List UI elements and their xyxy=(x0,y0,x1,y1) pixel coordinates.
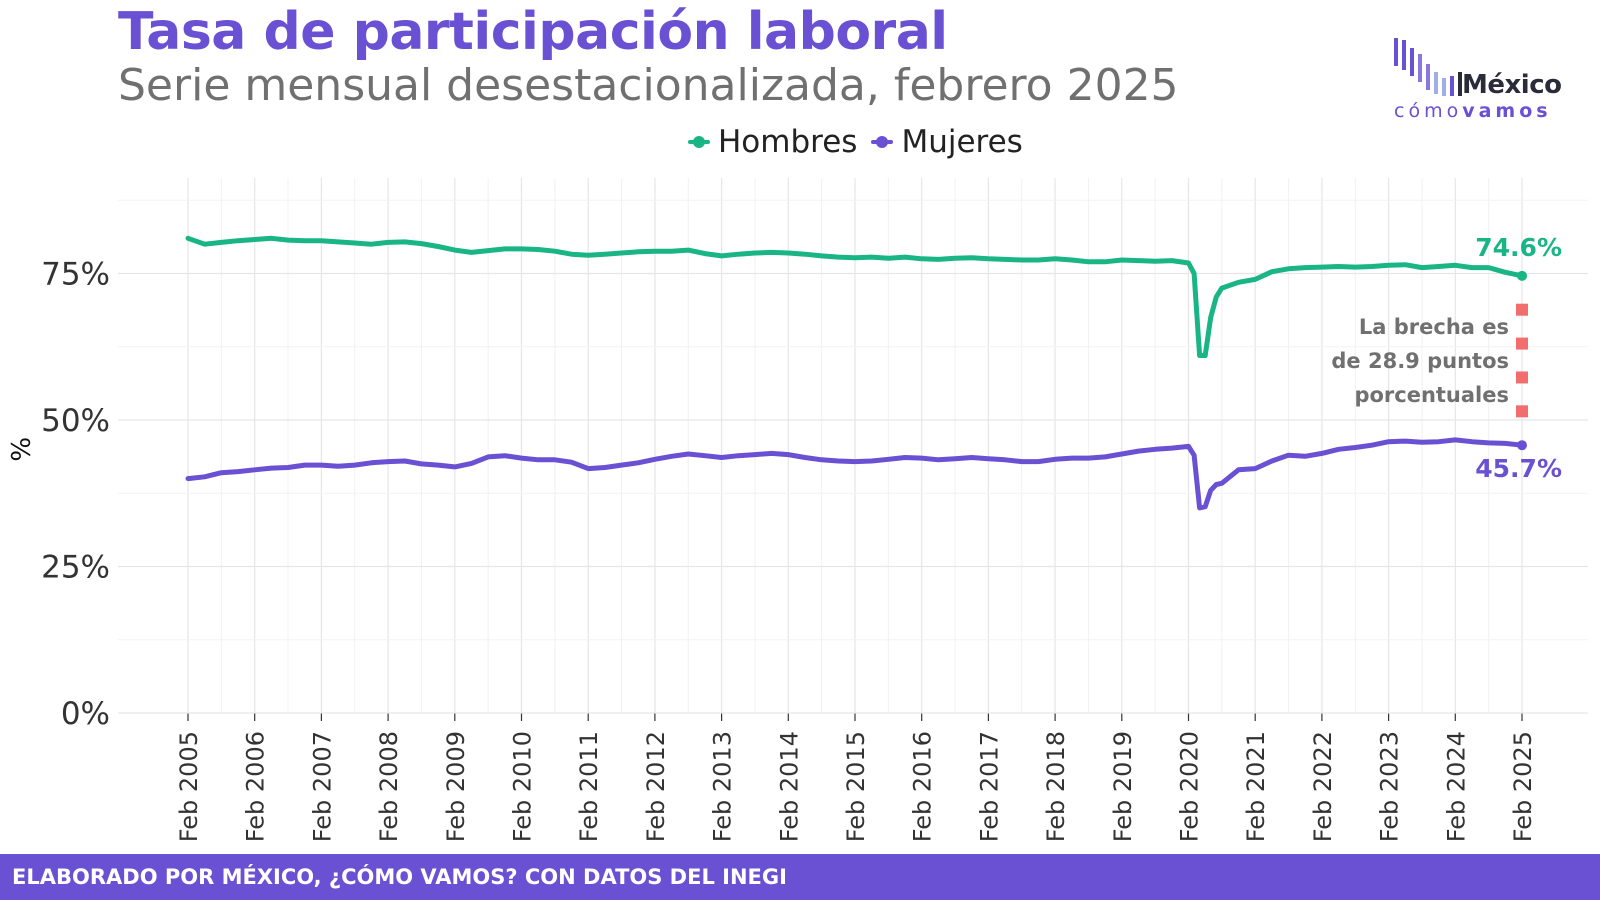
x-tick-label: Feb 2020 xyxy=(1176,731,1204,842)
legend-key-mujeres xyxy=(871,135,894,149)
series-end-point-mujeres xyxy=(1517,440,1527,451)
x-tick-label: Feb 2022 xyxy=(1309,731,1337,842)
x-tick-label: Feb 2024 xyxy=(1442,731,1470,842)
x-tick-label: Feb 2011 xyxy=(575,731,603,842)
x-tick-label: Feb 2018 xyxy=(1042,731,1070,842)
x-tick-label: Feb 2015 xyxy=(842,731,870,842)
logo-text-bottom: cómovamos xyxy=(1394,100,1552,122)
series-end-point-hombres xyxy=(1517,270,1527,281)
x-tick-label: Feb 2025 xyxy=(1509,731,1537,842)
x-tick-label: Feb 2007 xyxy=(308,731,336,842)
logo-text-top: México xyxy=(1462,70,1562,100)
x-tick-label: Feb 2014 xyxy=(775,731,803,842)
x-tick-label: Feb 2008 xyxy=(375,731,403,842)
legend-item-mujeres: Mujeres xyxy=(871,124,1023,160)
y-axis-label: % xyxy=(7,437,37,462)
series-line-hombres xyxy=(185,235,1525,358)
gap-marker xyxy=(1516,303,1528,316)
legend-item-hombres: Hombres xyxy=(688,124,857,160)
end-value-label-hombres: 74.6% xyxy=(1475,233,1562,262)
x-tick-label: Feb 2006 xyxy=(242,731,270,842)
footer-credit: ELABORADO POR MÉXICO, ¿CÓMO VAMOS? CON D… xyxy=(0,854,1600,900)
x-tick-label: Feb 2010 xyxy=(509,731,537,842)
x-tick-label: Feb 2016 xyxy=(909,731,937,842)
x-tick-label: Feb 2013 xyxy=(709,731,737,842)
series-line-mujeres xyxy=(185,437,1525,511)
x-tick-label: Feb 2012 xyxy=(642,731,670,842)
y-tick-label: 25% xyxy=(41,550,110,586)
y-tick-label: 75% xyxy=(41,257,110,293)
chart-legend: Hombres Mujeres xyxy=(688,122,1037,162)
x-tick-label: Feb 2019 xyxy=(1109,731,1137,842)
legend-label-hombres: Hombres xyxy=(718,124,858,160)
gap-marker xyxy=(1516,371,1528,384)
mexico-como-vamos-logo: México cómovamos xyxy=(1392,38,1568,128)
legend-key-hombres xyxy=(688,135,710,149)
x-tick-label: Feb 2005 xyxy=(175,731,203,842)
logo-bars-icon xyxy=(1394,38,1462,96)
x-tick-label: Feb 2021 xyxy=(1242,731,1270,842)
gap-marker xyxy=(1516,337,1528,350)
gap-annotation-line: porcentuales xyxy=(1354,383,1509,407)
gap-marker xyxy=(1516,405,1528,418)
x-tick-label: Feb 2023 xyxy=(1376,731,1404,842)
chart-title: Tasa de participación laboral xyxy=(118,2,948,62)
gap-annotation-line: de 28.9 puntos xyxy=(1331,349,1509,373)
chart-subtitle: Serie mensual desestacionalizada, febrer… xyxy=(118,60,1179,111)
gap-annotation-line: La brecha es xyxy=(1359,315,1509,339)
line-chart: Feb 2005 Feb 2006 Feb 2007 Feb 2008 Feb 2009… xyxy=(7,178,1588,842)
y-tick-label: 0% xyxy=(61,696,110,732)
x-tick-label: Feb 2009 xyxy=(442,731,470,842)
x-tick-label: Feb 2017 xyxy=(975,731,1003,842)
end-value-label-mujeres: 45.7% xyxy=(1475,454,1562,483)
y-tick-label: 50% xyxy=(41,403,110,439)
legend-label-mujeres: Mujeres xyxy=(901,124,1023,160)
